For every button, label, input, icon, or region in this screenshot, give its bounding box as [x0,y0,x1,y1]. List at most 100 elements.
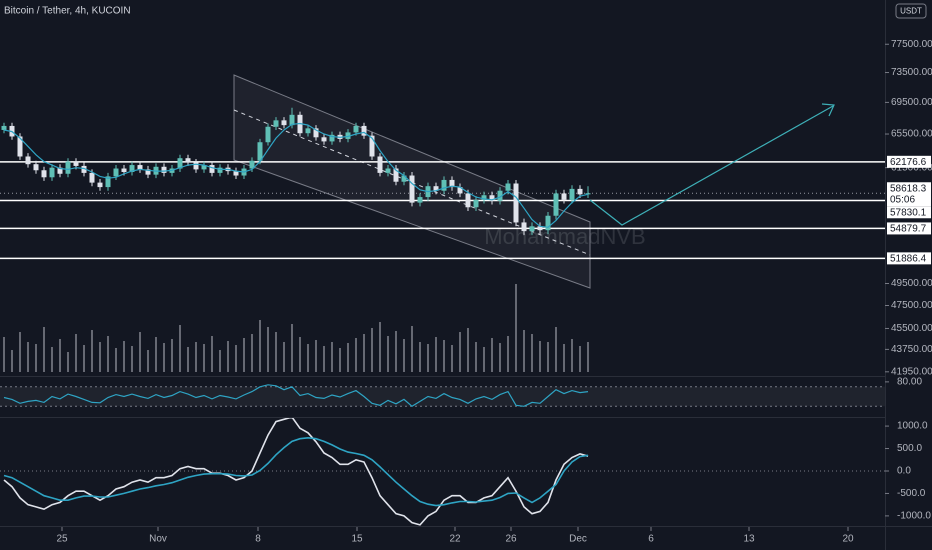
volume-bar [515,284,517,372]
candle-body [545,215,551,231]
volume-bar [203,344,205,372]
candle-body [81,165,87,173]
volume-bar [523,330,525,372]
volume-bar [371,328,373,372]
volume-bar [387,336,389,372]
volume-bar [435,337,437,372]
x-tick-label: Nov [149,534,167,545]
candle-body [369,135,375,157]
candle-body [353,125,359,133]
candle-body [465,193,471,208]
y-tick-label: 73500.00 [891,67,932,78]
candle-body [249,160,255,169]
x-tick-label: Dec [569,534,587,545]
candle-body [401,175,407,182]
candle-body [489,195,495,201]
x-tick-label: 8 [255,534,261,545]
candle-body [329,134,335,142]
candle-body [137,165,143,170]
volume-bar [555,327,557,372]
y-tick-label: 47500.00 [891,300,932,311]
volume-bar [139,332,141,372]
candle-body [569,188,575,200]
volume-bar [147,350,149,372]
candle-body [385,168,391,173]
candle-body [193,162,199,170]
y-tick-label: 49500.00 [891,278,932,289]
countdown: 05:06 [890,194,915,205]
volume-bar [331,342,333,372]
chart-title: Bitcoin / Tether, 4h, KUCOIN [4,6,131,17]
candle-body [529,226,535,232]
candle-body [57,167,63,174]
candle-body [313,128,319,138]
volume-bar [163,343,165,372]
candle-body [553,193,559,216]
candle-body [377,156,383,173]
candle-body [1,125,7,130]
volume-bar [19,332,21,372]
rsi-pane [0,384,885,408]
macd-pane [0,418,885,526]
volume-bar [27,342,29,372]
volume-bar [475,342,477,372]
candle-body [177,158,183,169]
candle-body [217,167,223,173]
volume-bar [411,326,413,372]
level-label: 57830.1 [890,207,927,218]
x-tick-label: 15 [351,534,363,545]
volume-bar [187,347,189,372]
volume-bar [107,336,109,372]
candle-body [281,120,287,126]
axes: 77500.0073500.0069500.0065500.0061500.00… [56,39,932,545]
volume-bar [491,338,493,372]
candle-body [113,168,119,177]
volume-bar [467,328,469,372]
volume-bar [587,342,589,372]
candle-body [33,164,39,171]
candle-body [505,183,511,191]
candle-body [473,199,479,208]
volume-bar [11,350,13,372]
candle-body [441,179,447,191]
y-tick-label: 45500.00 [891,323,932,334]
volume-bar [563,344,565,372]
volume-bar [323,346,325,372]
volume-bar [251,334,253,372]
y-tick-label: 41950.00 [891,366,932,377]
macd-tick-label: -1000.0 [897,511,931,522]
volume-bar [3,337,5,372]
volume-bar [283,342,285,372]
y-tick-label: 65500.00 [891,129,932,140]
candle-body [513,183,519,223]
volume-bar [483,347,485,372]
volume-bar [75,334,77,372]
candle-body [537,226,543,231]
volume-bar [419,342,421,372]
candle-body [417,197,423,203]
candle-body [97,182,103,188]
volume-bar [99,342,101,372]
candle-body [393,168,399,182]
volume-bar [547,342,549,372]
currency-badge[interactable] [895,3,927,19]
volume-bar [379,322,381,372]
moving-average [3,122,589,228]
projection [589,105,834,226]
volume-bar [395,331,397,372]
candle-body [321,137,327,142]
candle-body [257,142,263,161]
volume-bar [83,345,85,372]
volume-bar [363,334,365,372]
candle-body [561,193,567,200]
volume-bar [243,338,245,372]
volume-bar [219,350,221,372]
volume-bar [115,348,117,372]
macd-line [3,418,589,526]
macd-tick-label: 0.0 [897,466,911,477]
x-tick-label: 22 [449,534,461,545]
volume-bar [291,324,293,372]
volume-bar [451,345,453,372]
projection-arrow [821,103,835,117]
